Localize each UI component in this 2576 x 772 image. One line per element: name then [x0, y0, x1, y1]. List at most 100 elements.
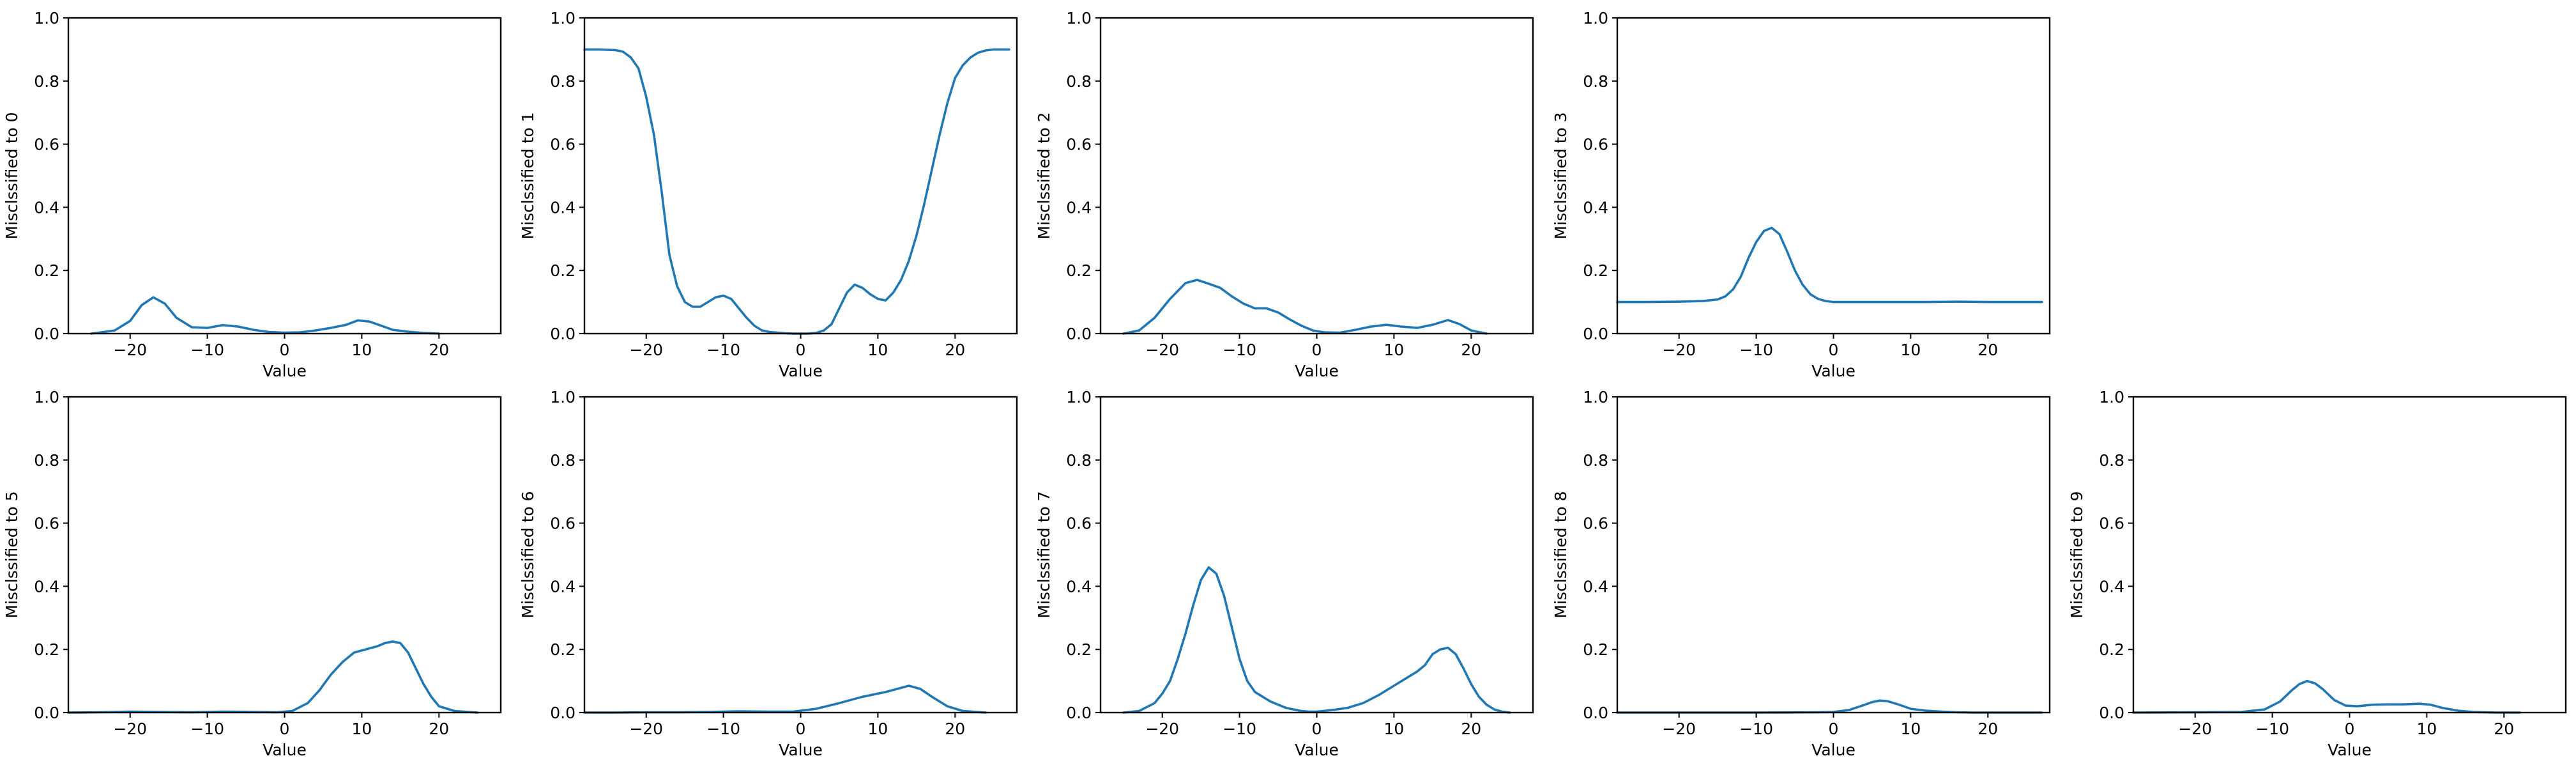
y-tick-label: 0.0 — [34, 325, 59, 343]
axes-frame — [583, 17, 1018, 335]
x-axis-label: Value — [1295, 741, 1339, 759]
x-axis-label: Value — [263, 362, 307, 380]
x-axis-label: Value — [2328, 741, 2372, 759]
x-tick-label: −20 — [113, 341, 147, 359]
y-tick-label: 1.0 — [2099, 388, 2124, 406]
y-tick-label: 0.4 — [550, 198, 575, 217]
y-tick-label: 0.4 — [2099, 577, 2124, 596]
x-tick-label: −20 — [1145, 341, 1179, 359]
axes-frame — [2132, 396, 2567, 714]
x-tick-label: −20 — [629, 720, 663, 738]
y-tick-label: 0.6 — [34, 514, 59, 533]
x-tick-label: 20 — [429, 720, 449, 738]
y-tick-label: 0.0 — [1583, 325, 1608, 343]
x-tick-label: 10 — [351, 341, 372, 359]
x-tick-label: 20 — [1978, 341, 1998, 359]
x-tick-label: −10 — [1739, 341, 1773, 359]
x-tick-label: −10 — [1223, 341, 1256, 359]
y-tick-label: 1.0 — [1583, 9, 1608, 27]
axes-frame — [1099, 17, 1534, 335]
axes-frame — [67, 17, 502, 335]
x-tick-label: −20 — [1145, 720, 1179, 738]
y-tick-label: 1.0 — [550, 9, 575, 27]
x-tick-label: −10 — [2255, 720, 2289, 738]
x-tick-label: −10 — [706, 341, 740, 359]
y-tick-label: 0.2 — [550, 640, 575, 659]
series-line — [1616, 226, 2043, 304]
series-line — [583, 684, 987, 714]
x-tick-label: −20 — [629, 341, 663, 359]
subplot-5: −20 −10 0 10 20 0.0 0.2 0.4 0.6 0.8 1.0 Value Miscls… — [519, 388, 1018, 759]
x-tick-label: −20 — [1662, 720, 1696, 738]
axes-frame — [67, 396, 502, 714]
y-tick-label: 0.0 — [550, 704, 575, 722]
y-tick-label: 0.6 — [550, 514, 575, 533]
x-tick-label: 0 — [1312, 341, 1322, 359]
x-tick-label: 20 — [945, 720, 965, 738]
y-tick-label: 0.8 — [550, 72, 575, 91]
y-axis-label: Misclssified to 1 — [519, 112, 537, 239]
subplot-8: −20 −10 0 10 20 0.0 0.2 0.4 0.6 0.8 1.0 Value Miscls… — [2068, 388, 2567, 759]
y-tick-label: 0.2 — [2099, 640, 2124, 659]
x-axis-label: Value — [1811, 741, 1856, 759]
x-axis-label: Value — [1295, 362, 1339, 380]
y-axis-label: Misclssified to 8 — [1551, 491, 1570, 618]
y-tick-label: 0.4 — [34, 198, 59, 217]
x-tick-label: −10 — [190, 720, 224, 738]
x-tick-label: 20 — [945, 341, 965, 359]
y-tick-label: 0.8 — [1066, 72, 1092, 91]
y-tick-label: 0.6 — [1066, 514, 1092, 533]
x-tick-label: 10 — [2416, 720, 2437, 738]
y-tick-label: 0.8 — [1066, 451, 1092, 470]
y-tick-label: 0.4 — [1583, 198, 1608, 217]
y-tick-label: 1.0 — [34, 388, 59, 406]
axes-frame — [1616, 396, 2051, 714]
x-tick-label: 10 — [1900, 720, 1921, 738]
x-tick-label: −10 — [190, 341, 224, 359]
y-tick-label: 1.0 — [550, 388, 575, 406]
y-axis-label: Misclssified to 7 — [1035, 491, 1053, 618]
y-tick-label: 0.0 — [1066, 704, 1092, 722]
series-line — [583, 48, 1010, 335]
y-tick-label: 0.8 — [34, 451, 59, 470]
subplot-1: −20 −10 0 10 20 0.0 0.2 0.4 0.6 0.8 1.0 Value Miscls… — [519, 9, 1018, 380]
x-axis-label: Value — [779, 362, 823, 380]
y-tick-label: 1.0 — [34, 9, 59, 27]
x-tick-label: 10 — [1383, 720, 1404, 738]
y-tick-label: 0.8 — [34, 72, 59, 91]
y-tick-label: 0.8 — [1583, 451, 1608, 470]
x-tick-label: 10 — [1900, 341, 1921, 359]
x-tick-label: 20 — [429, 341, 449, 359]
y-tick-label: 0.2 — [1583, 261, 1608, 280]
subplot-3: −20 −10 0 10 20 0.0 0.2 0.4 0.6 0.8 1.0 Value Miscls… — [1551, 9, 2051, 380]
x-tick-label: 0 — [280, 720, 290, 738]
y-tick-label: 0.0 — [550, 325, 575, 343]
x-tick-label: 20 — [1461, 341, 1481, 359]
x-tick-label: −10 — [1223, 720, 1256, 738]
y-tick-label: 0.0 — [2099, 704, 2124, 722]
subplot-2: −20 −10 0 10 20 0.0 0.2 0.4 0.6 0.8 1.0 Value Miscls… — [1035, 9, 1534, 380]
y-tick-label: 0.0 — [1583, 704, 1608, 722]
y-tick-label: 1.0 — [1066, 388, 1092, 406]
y-tick-label: 0.2 — [1583, 640, 1608, 659]
x-axis-label: Value — [1811, 362, 1856, 380]
subplot-6: −20 −10 0 10 20 0.0 0.2 0.4 0.6 0.8 1.0 Value Miscls… — [1035, 388, 1534, 759]
y-tick-label: 0.0 — [1066, 325, 1092, 343]
y-tick-label: 0.8 — [1583, 72, 1608, 91]
y-tick-label: 0.4 — [1066, 577, 1092, 596]
series-line — [67, 640, 479, 714]
y-axis-label: Misclssified to 5 — [3, 491, 21, 618]
y-tick-label: 0.4 — [1583, 577, 1608, 596]
axes-frame — [1616, 17, 2051, 335]
x-tick-label: 20 — [2494, 720, 2514, 738]
x-tick-label: 0 — [796, 341, 806, 359]
y-axis-label: Misclssified to 9 — [2068, 491, 2086, 618]
subplot-0: −20 −10 0 10 20 0.0 0.2 0.4 0.6 0.8 1.0 Value Miscls… — [3, 9, 502, 380]
x-tick-label: 10 — [1383, 341, 1404, 359]
y-axis-label: Misclssified to 6 — [519, 491, 537, 618]
y-tick-label: 0.2 — [550, 261, 575, 280]
x-tick-label: 20 — [1461, 720, 1481, 738]
y-tick-label: 0.8 — [550, 451, 575, 470]
x-tick-label: 10 — [867, 720, 888, 738]
